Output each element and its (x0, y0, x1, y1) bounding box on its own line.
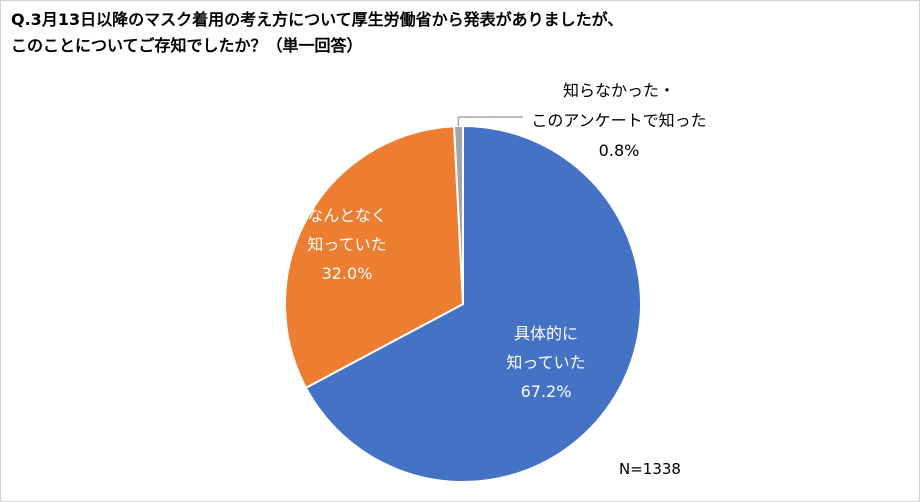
chart-title-line-1: Q.3月13日以降のマスク着用の考え方について厚生労働省から発表がありましたが、 (11, 10, 624, 29)
chart-title: Q.3月13日以降のマスク着用の考え方について厚生労働省から発表がありましたが、… (11, 7, 623, 59)
pie-slice-0 (304, 124, 642, 483)
slice-label-2-line-1: このアンケートで知った (531, 111, 706, 130)
slice-label-0-line-0: 具体的に (514, 324, 578, 343)
slice-label-0-line-1: 知っていた (506, 353, 585, 372)
chart-title-line-2: このことについてご存知でしたか？（単一回答） (11, 36, 363, 55)
slice-value-label-0: 67.2% (521, 382, 572, 401)
sample-size-label: N=1338 (619, 460, 681, 478)
slice-labels: 具体的に知っていた67.2%なんとなく知っていた32.0%知らなかった・このアン… (307, 81, 706, 401)
pie-slices (283, 124, 642, 483)
slice-label-1-line-1: 知っていた (307, 235, 386, 254)
slice-value-label-1: 32.0% (322, 264, 373, 283)
pie-slice-1 (283, 125, 465, 390)
slice-label-1-line-0: なんとなく (307, 206, 387, 225)
slice-label-2-line-0: 知らなかった・ (563, 81, 675, 100)
leader-line (457, 116, 524, 127)
slice-value-label-2: 0.8% (599, 141, 640, 160)
